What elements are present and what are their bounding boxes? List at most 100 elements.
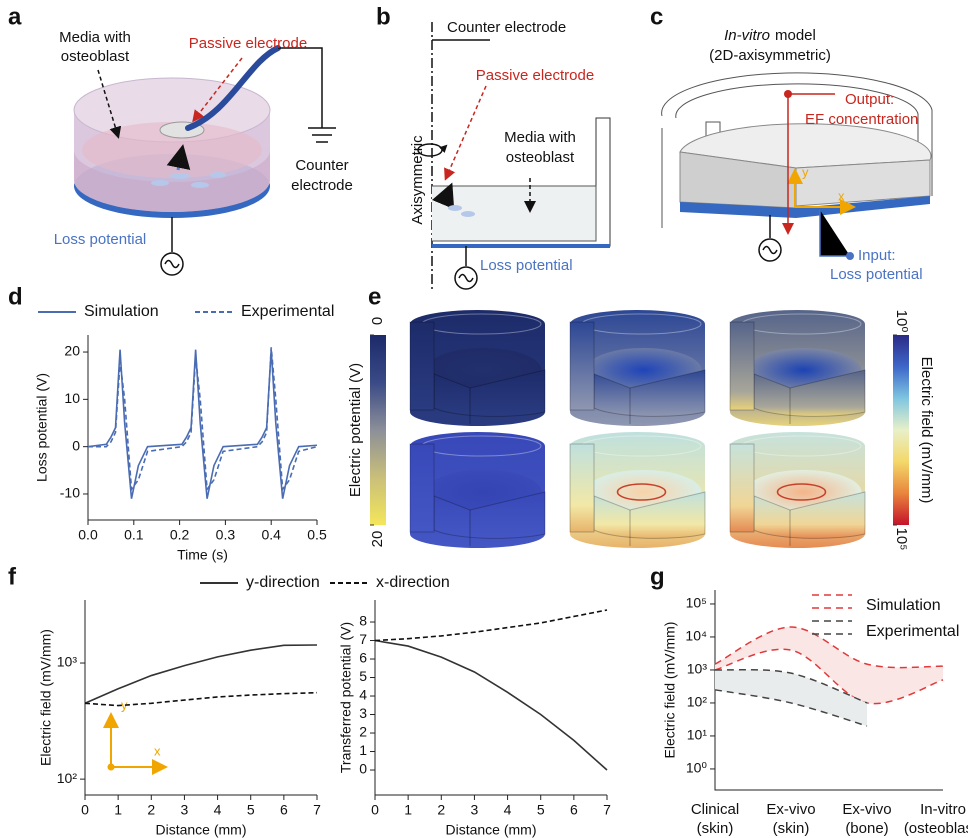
x-tick-label: 5 xyxy=(537,802,545,818)
y-axis-label: Electric field (mV/mm) xyxy=(662,622,678,759)
axis-letter: x xyxy=(154,743,161,758)
panel-c-subtitle: (2D-axisymmetric) xyxy=(709,47,831,64)
axis-letter: x xyxy=(838,188,845,203)
x-tick-label: 2 xyxy=(147,802,155,818)
legend-label: Experimental xyxy=(866,623,959,640)
y-axis-label: Transferred potential (V) xyxy=(338,622,354,773)
x-tick-label: 3 xyxy=(471,802,479,818)
y-axis-label: Loss potential (V) xyxy=(34,373,50,482)
y-tick-label: 20 xyxy=(64,343,80,359)
y-tick-label: 10⁵ xyxy=(686,595,707,611)
series-line xyxy=(85,693,317,706)
y-tick-label: 1 xyxy=(359,742,367,758)
x-tick-label: 0 xyxy=(81,802,89,818)
x-tick-label: 3 xyxy=(181,802,189,818)
render-side xyxy=(570,322,594,410)
x-tick-label: 0.0 xyxy=(78,527,98,543)
colorbar xyxy=(370,335,386,525)
y-tick-label: 0 xyxy=(72,437,80,453)
x-axis-label: Distance (mm) xyxy=(445,822,536,838)
y-tick-label: 3 xyxy=(359,705,367,721)
colorbar-tick-label: 20 xyxy=(369,531,386,548)
panel-label: e xyxy=(368,283,381,310)
axis-letter: y xyxy=(802,164,809,179)
y-tick-label: -10 xyxy=(60,485,80,501)
y-tick-label: 10³ xyxy=(687,661,708,677)
label-counter-electrode: electrode xyxy=(291,177,353,194)
x-tick-label: 7 xyxy=(603,802,611,818)
label-passive-electrode: Passive electrode xyxy=(476,67,594,84)
colorbar-tick-label: 0 xyxy=(369,317,386,325)
legend-label: Simulation xyxy=(866,597,941,614)
series-line xyxy=(88,347,317,489)
label-output: EF concentration xyxy=(805,111,918,128)
x-tick-label: (bone) xyxy=(845,820,888,837)
y-tick-label: 2 xyxy=(359,724,367,740)
x-tick-label: 7 xyxy=(313,802,321,818)
legend-label: y-direction xyxy=(246,574,320,591)
label-loss-potential: Loss potential xyxy=(480,257,573,274)
x-tick-label: (skin) xyxy=(773,820,810,837)
colorbar-tick-label: 10⁰ xyxy=(893,310,910,333)
colorbar-tick-label: 10⁵ xyxy=(893,528,910,551)
label-media: osteoblast xyxy=(506,149,575,166)
y-tick-label: 10 xyxy=(64,390,80,406)
x-tick-label: 4 xyxy=(504,802,512,818)
simulation-renders xyxy=(410,310,865,548)
label-media: Media with xyxy=(504,129,576,146)
y-axis-label: Electric field (mV/mm) xyxy=(38,629,54,766)
legend-label: x-direction xyxy=(376,574,450,591)
label-media: osteoblast xyxy=(61,48,130,65)
x-tick-label: 5 xyxy=(247,802,255,818)
legend-label: Simulation xyxy=(84,303,159,320)
x-tick-label: 4 xyxy=(214,802,222,818)
render-side xyxy=(730,322,754,410)
x-tick-label: 6 xyxy=(570,802,578,818)
y-tick-label: 6 xyxy=(359,650,367,666)
colorbar xyxy=(893,335,909,525)
label-media: Media with xyxy=(59,29,131,46)
label-input: Loss potential xyxy=(830,266,923,283)
label-axisymmetric: Axisymmetric xyxy=(409,135,426,225)
panel-label: g xyxy=(650,563,665,590)
panel-label: b xyxy=(376,3,391,30)
x-tick-label: Ex-vivo xyxy=(766,801,815,818)
x-axis-label: Time (s) xyxy=(177,547,228,563)
series-line xyxy=(375,610,607,641)
y-tick-label: 5 xyxy=(359,668,367,684)
y-tick-label: 0 xyxy=(359,761,367,777)
render-side xyxy=(570,444,594,532)
render-side xyxy=(410,444,434,532)
title-italic: In-vitro xyxy=(724,27,770,44)
x-tick-label: 1 xyxy=(404,802,412,818)
panel-label: f xyxy=(8,563,17,590)
x-tick-label: In-vitro xyxy=(920,801,966,818)
x-tick-label: 6 xyxy=(280,802,288,818)
panel-label: a xyxy=(8,3,22,30)
panel-label: d xyxy=(8,283,23,310)
x-tick-label: 0.3 xyxy=(216,527,236,543)
series-line xyxy=(375,641,607,771)
x-tick-label: (skin) xyxy=(697,820,734,837)
x-tick-label: Ex-vivo xyxy=(842,801,891,818)
label-passive-electrode: Passive electrode xyxy=(189,35,307,52)
x-tick-label: 0.1 xyxy=(124,527,144,543)
label-counter-electrode: Counter electrode xyxy=(447,19,566,36)
x-tick-label: 0.5 xyxy=(307,527,327,543)
figure: a b c d e f g Media with osteoblast Pass… xyxy=(0,0,968,838)
y-tick-label: 10⁴ xyxy=(685,628,707,644)
x-tick-label: 0.4 xyxy=(261,527,281,543)
y-tick-label: 10³ xyxy=(57,654,78,670)
y-tick-label: 10² xyxy=(687,694,708,710)
x-tick-label: 2 xyxy=(437,802,445,818)
panel-label: c xyxy=(650,3,663,30)
colorbar-label: Electric field (mV/mm) xyxy=(918,357,935,504)
x-tick-label: 1 xyxy=(114,802,122,818)
render-side xyxy=(730,444,754,532)
label-input: Input: xyxy=(858,247,896,264)
series-line xyxy=(85,645,317,703)
y-tick-label: 10⁰ xyxy=(686,760,708,776)
y-tick-label: 10¹ xyxy=(687,727,708,743)
label-loss-potential: Loss potential xyxy=(54,231,147,248)
